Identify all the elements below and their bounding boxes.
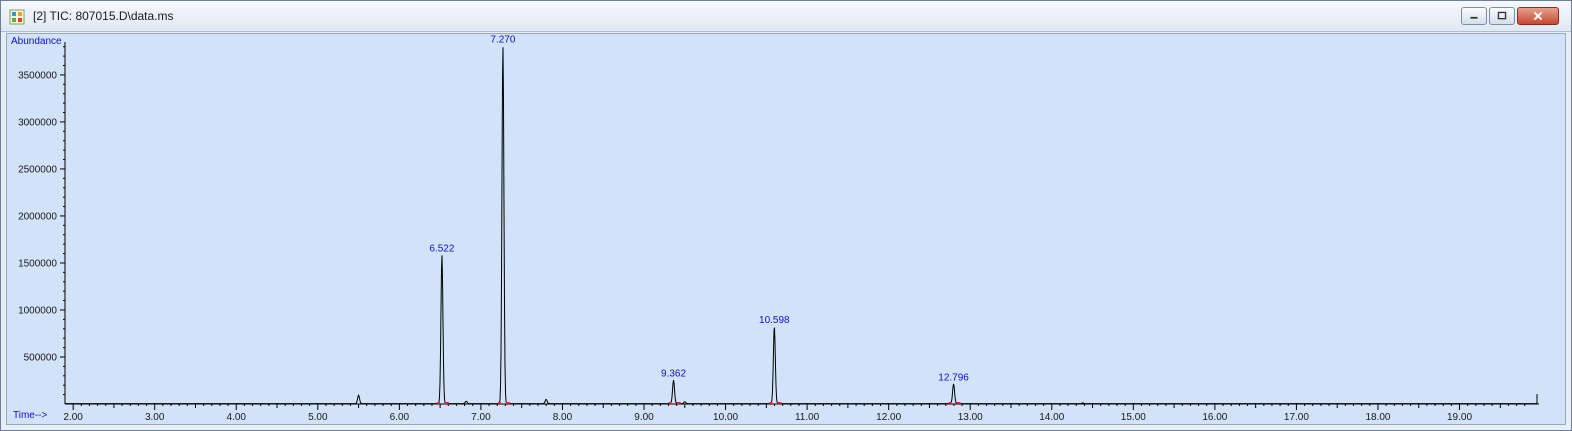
maximize-icon bbox=[1497, 11, 1507, 20]
y-axis-label: Abundance bbox=[11, 36, 62, 47]
plot-area[interactable]: Abundance Time--> 500000 1000000 1500000 20… bbox=[6, 33, 1566, 425]
y-tick-label: 3000000 bbox=[18, 117, 57, 128]
tic-trace bbox=[65, 47, 1537, 405]
x-axis-label: Time--> bbox=[13, 410, 48, 421]
window-title: [2] TIC: 807015.D\data.ms bbox=[33, 9, 174, 23]
peak-label: 10.598 bbox=[759, 315, 790, 326]
peak-label: 6.522 bbox=[429, 243, 454, 254]
y-tick-label: 3500000 bbox=[18, 70, 57, 81]
y-tick-label: 500000 bbox=[24, 352, 58, 363]
peak-labels: 6.522 7.270 9.362 10.598 12.796 bbox=[429, 35, 969, 384]
x-tick-label: 16.00 bbox=[1202, 412, 1227, 423]
close-icon bbox=[1533, 11, 1543, 21]
window-controls bbox=[1459, 7, 1559, 27]
y-tick-label: 1500000 bbox=[18, 258, 57, 269]
x-tick-label: 17.00 bbox=[1284, 412, 1309, 423]
x-tick-label: 14.00 bbox=[1039, 412, 1064, 423]
y-tick-label: 1000000 bbox=[18, 305, 57, 316]
peak-label: 9.362 bbox=[661, 368, 686, 379]
x-tick-label: 3.00 bbox=[145, 412, 165, 423]
x-tick-label: 5.00 bbox=[308, 412, 328, 423]
x-ticks: 2.00 3.00 4.00 5.00 6.00 7.00 8.00 9.00 10.00 11.… bbox=[63, 394, 1538, 423]
x-tick-label: 15.00 bbox=[1121, 412, 1146, 423]
x-tick-label: 2.00 bbox=[63, 412, 83, 423]
minimize-icon bbox=[1470, 16, 1478, 19]
peak-label: 12.796 bbox=[938, 372, 969, 383]
axes bbox=[64, 42, 1539, 405]
x-tick-label: 13.00 bbox=[958, 412, 983, 423]
x-tick-label: 7.00 bbox=[471, 412, 491, 423]
x-tick-label: 4.00 bbox=[227, 412, 247, 423]
x-tick-label: 10.00 bbox=[713, 412, 738, 423]
maximize-button[interactable] bbox=[1489, 7, 1515, 25]
x-tick-label: 8.00 bbox=[553, 412, 573, 423]
x-tick-label: 11.00 bbox=[795, 412, 820, 423]
y-ticks: 500000 1000000 1500000 2000000 2500000 300000… bbox=[18, 46, 65, 396]
x-tick-label: 18.00 bbox=[1365, 412, 1390, 423]
peak-label: 7.270 bbox=[490, 35, 515, 46]
x-tick-label: 19.00 bbox=[1447, 412, 1472, 423]
x-tick-label: 6.00 bbox=[390, 412, 410, 423]
y-tick-label: 2500000 bbox=[18, 164, 57, 175]
title-bar[interactable]: [2] TIC: 807015.D\data.ms bbox=[1, 1, 1571, 32]
chromatogram-app-icon bbox=[9, 9, 25, 25]
close-button[interactable] bbox=[1517, 7, 1559, 25]
x-tick-label: 9.00 bbox=[634, 412, 654, 423]
chromatogram-chart: Abundance Time--> 500000 1000000 1500000 20… bbox=[11, 35, 1539, 423]
minimize-button[interactable] bbox=[1461, 7, 1487, 25]
x-tick-label: 12.00 bbox=[876, 412, 901, 423]
y-tick-label: 2000000 bbox=[18, 211, 57, 222]
